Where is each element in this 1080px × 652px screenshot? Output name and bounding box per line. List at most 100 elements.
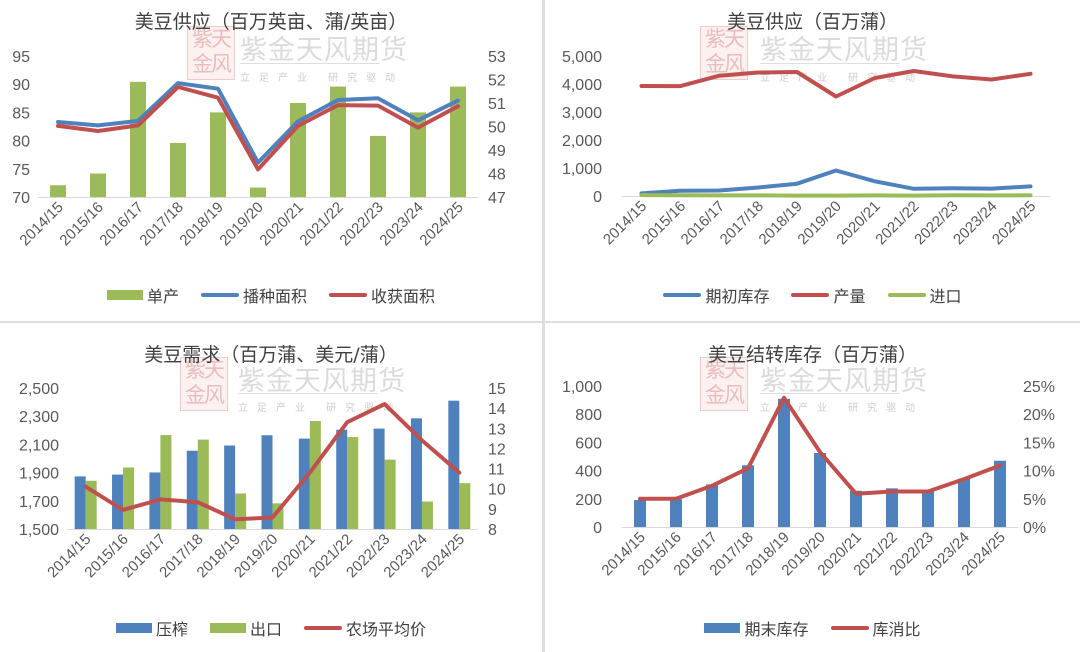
bar	[224, 445, 236, 529]
bar	[994, 460, 1006, 527]
legend: 压榨 出口 农场平均价	[0, 616, 542, 640]
bar	[670, 499, 682, 527]
bar	[410, 112, 426, 197]
x-axis-tick: 2024/25	[989, 198, 1039, 248]
series-line	[639, 69, 1033, 99]
bar	[384, 459, 396, 529]
x-axis-tick: 2023/24	[376, 199, 426, 249]
y-axis-left-tick: 1,700	[19, 494, 59, 511]
bar	[850, 490, 862, 527]
plot-area: 1,500 1,700 1,900 2,100 2,300 2,500 8 9 10 11 12 13…	[19, 381, 506, 581]
legend-swatch	[887, 293, 926, 297]
bar	[298, 438, 310, 529]
bar	[160, 435, 172, 529]
x-axis-tick: 2018/19	[176, 199, 226, 249]
x-axis-tick: 2022/23	[336, 199, 386, 249]
legend-item-farm-price: 农场平均价	[304, 616, 426, 640]
legend-item-production: 产量	[791, 283, 866, 307]
chart-carryover: 紫天金风 紫金天风期货 立足产业 研究驱动 美豆结转库存（百万蒲） 0 200 40…	[545, 323, 1080, 652]
y-axis-right-tick: 25%	[1023, 379, 1055, 396]
y-axis-left-tick: 0	[593, 189, 602, 206]
series-line	[56, 85, 460, 172]
legend: 期初库存 产量 进口	[545, 283, 1080, 307]
bar	[448, 400, 460, 529]
chart-title: 美豆供应（百万英亩、蒲/英亩）	[134, 11, 408, 33]
y-axis-left-tick: 2,300	[19, 409, 59, 426]
y-axis-left-tick: 95	[12, 49, 30, 66]
y-axis-right-tick: 8	[488, 522, 497, 539]
y-axis-left-tick: 75	[12, 162, 30, 179]
bar	[410, 418, 422, 529]
y-axis-right-tick: 14	[488, 401, 506, 418]
y-axis-left-tick: 4,000	[562, 77, 602, 94]
legend: 单产 播种面积 收获面积	[0, 283, 542, 307]
watermark-seal: 紫天金风	[700, 357, 748, 411]
y-axis-left-tick: 0	[593, 520, 602, 537]
bar	[706, 484, 718, 527]
y-axis-left-tick: 5,000	[562, 49, 602, 66]
legend-item-stocks-to-use: 库消比	[830, 616, 921, 640]
plot-area: 01,0002,0003,0004,0005,0002014/152015/16…	[562, 49, 1050, 248]
bar	[330, 86, 346, 197]
y-axis-left-tick: 1,500	[19, 522, 59, 539]
chart-title: 美豆结转库存（百万蒲）	[707, 344, 917, 366]
bar	[421, 501, 433, 529]
watermark-slogan: 立足产业 研究驱动	[238, 403, 403, 414]
legend-item-yield: 单产	[106, 283, 179, 307]
chart-title: 美豆需求（百万蒲、美元/蒲）	[144, 344, 398, 366]
y-axis-right-tick: 50	[488, 120, 506, 137]
bar	[272, 503, 284, 529]
bar	[90, 173, 106, 197]
bar	[74, 476, 86, 529]
bar	[186, 450, 198, 529]
watermark-brand: 紫金天风期货	[760, 35, 928, 66]
bar	[814, 452, 826, 527]
y-axis-right-tick: 10	[488, 482, 506, 499]
y-axis-left-tick: 2,000	[562, 133, 602, 150]
watermark-slogan: 立足产业 研究驱动	[760, 73, 925, 84]
bar	[50, 185, 66, 197]
series-line	[638, 395, 1002, 501]
legend-item-crush: 压榨	[115, 616, 188, 640]
plot-area: 02004006008001,0000%5%10%15%20%25%2014/1…	[562, 379, 1055, 579]
watermark-seal: 紫天金风	[700, 26, 748, 80]
legend-item-planted-area: 播种面积	[200, 283, 307, 307]
bar	[197, 439, 209, 529]
y-axis-right-tick: 47	[488, 190, 506, 207]
y-axis-left-tick: 3,000	[562, 105, 602, 122]
y-axis-right-tick: 5%	[1023, 492, 1046, 509]
watermark-brand: 紫金天风期货	[760, 366, 928, 397]
y-axis-left-tick: 80	[12, 134, 30, 151]
watermark-rule	[238, 393, 378, 394]
x-axis-tick: 2015/16	[56, 199, 106, 249]
bar	[309, 420, 321, 529]
vertical-divider	[542, 0, 545, 652]
bar	[210, 112, 226, 197]
y-axis-left-tick: 90	[12, 77, 30, 94]
legend-swatch	[304, 626, 342, 630]
y-axis-right-tick: 53	[488, 49, 506, 66]
chart-supply-area: 紫天金风 紫金天风期货 立足产业 研究驱动 美豆供应（百万英亩、蒲/英亩） 70…	[0, 0, 542, 321]
watermark-seal: 紫天金风	[180, 357, 228, 411]
y-axis-right-tick: 10%	[1023, 464, 1055, 481]
bar	[459, 483, 471, 529]
bar	[170, 142, 186, 197]
bar	[778, 398, 790, 527]
y-axis-right-tick: 9	[488, 502, 497, 519]
legend-swatch	[830, 626, 869, 630]
watermark-rule	[240, 63, 380, 64]
y-axis-right-tick: 0%	[1023, 520, 1046, 537]
x-axis-tick: 2021/22	[296, 199, 346, 249]
y-axis-left-tick: 2,100	[19, 437, 59, 454]
x-axis-tick: 2024/25	[416, 199, 466, 249]
bar	[336, 429, 348, 529]
chart-demand: 紫天金风 紫金天风期货 立足产业 研究驱动 美豆需求（百万蒲、美元/蒲） 1,5…	[0, 323, 542, 652]
chart-supply-volume: 紫天金风 紫金天风期货 立足产业 研究驱动 美豆供应（百万蒲） 0 1,000 2,…	[545, 0, 1080, 321]
bar	[742, 465, 754, 527]
bar	[235, 493, 247, 529]
y-axis-right-tick: 13	[488, 421, 506, 438]
watermark-seal: 紫天金风	[187, 26, 235, 80]
legend-item-ending-stocks: 期末库存	[704, 616, 809, 640]
watermark-rule	[760, 63, 900, 64]
y-axis-right-tick: 15%	[1023, 435, 1055, 452]
